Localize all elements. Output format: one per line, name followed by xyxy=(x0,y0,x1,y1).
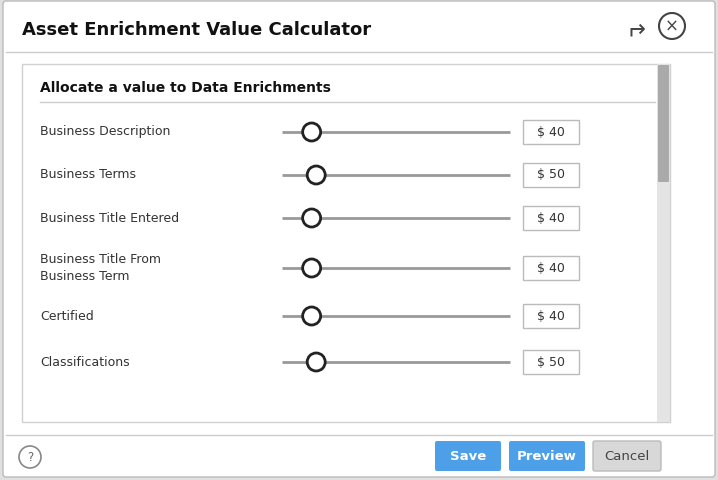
Circle shape xyxy=(303,259,321,277)
Circle shape xyxy=(307,353,325,371)
Text: ×: × xyxy=(665,17,679,36)
Text: Save: Save xyxy=(450,449,486,463)
FancyBboxPatch shape xyxy=(435,441,501,471)
FancyBboxPatch shape xyxy=(523,304,579,328)
Text: $ 40: $ 40 xyxy=(537,212,565,225)
Text: ?: ? xyxy=(27,451,33,464)
Text: Business Description: Business Description xyxy=(40,125,170,139)
FancyBboxPatch shape xyxy=(523,206,579,230)
Text: $ 40: $ 40 xyxy=(537,262,565,275)
Circle shape xyxy=(303,123,321,141)
Text: Asset Enrichment Value Calculator: Asset Enrichment Value Calculator xyxy=(22,21,371,39)
FancyBboxPatch shape xyxy=(523,350,579,374)
FancyBboxPatch shape xyxy=(657,64,670,422)
FancyBboxPatch shape xyxy=(22,64,670,422)
FancyBboxPatch shape xyxy=(523,256,579,280)
Text: $ 40: $ 40 xyxy=(537,125,565,139)
Text: $ 50: $ 50 xyxy=(537,356,565,369)
Circle shape xyxy=(307,166,325,184)
Circle shape xyxy=(303,209,321,227)
Text: Business Terms: Business Terms xyxy=(40,168,136,181)
Text: $ 40: $ 40 xyxy=(537,310,565,323)
FancyBboxPatch shape xyxy=(593,441,661,471)
FancyBboxPatch shape xyxy=(3,1,715,477)
FancyBboxPatch shape xyxy=(523,163,579,187)
Text: Preview: Preview xyxy=(517,449,577,463)
Text: Allocate a value to Data Enrichments: Allocate a value to Data Enrichments xyxy=(40,81,331,95)
Text: ↵: ↵ xyxy=(624,14,644,38)
Text: Business Title From
Business Term: Business Title From Business Term xyxy=(40,253,161,283)
FancyBboxPatch shape xyxy=(658,65,669,182)
Text: Classifications: Classifications xyxy=(40,356,130,369)
Text: Cancel: Cancel xyxy=(605,449,650,463)
Text: Business Title Entered: Business Title Entered xyxy=(40,212,179,225)
Text: $ 50: $ 50 xyxy=(537,168,565,181)
Text: Certified: Certified xyxy=(40,310,94,323)
Circle shape xyxy=(303,307,321,325)
FancyBboxPatch shape xyxy=(509,441,585,471)
FancyBboxPatch shape xyxy=(523,120,579,144)
